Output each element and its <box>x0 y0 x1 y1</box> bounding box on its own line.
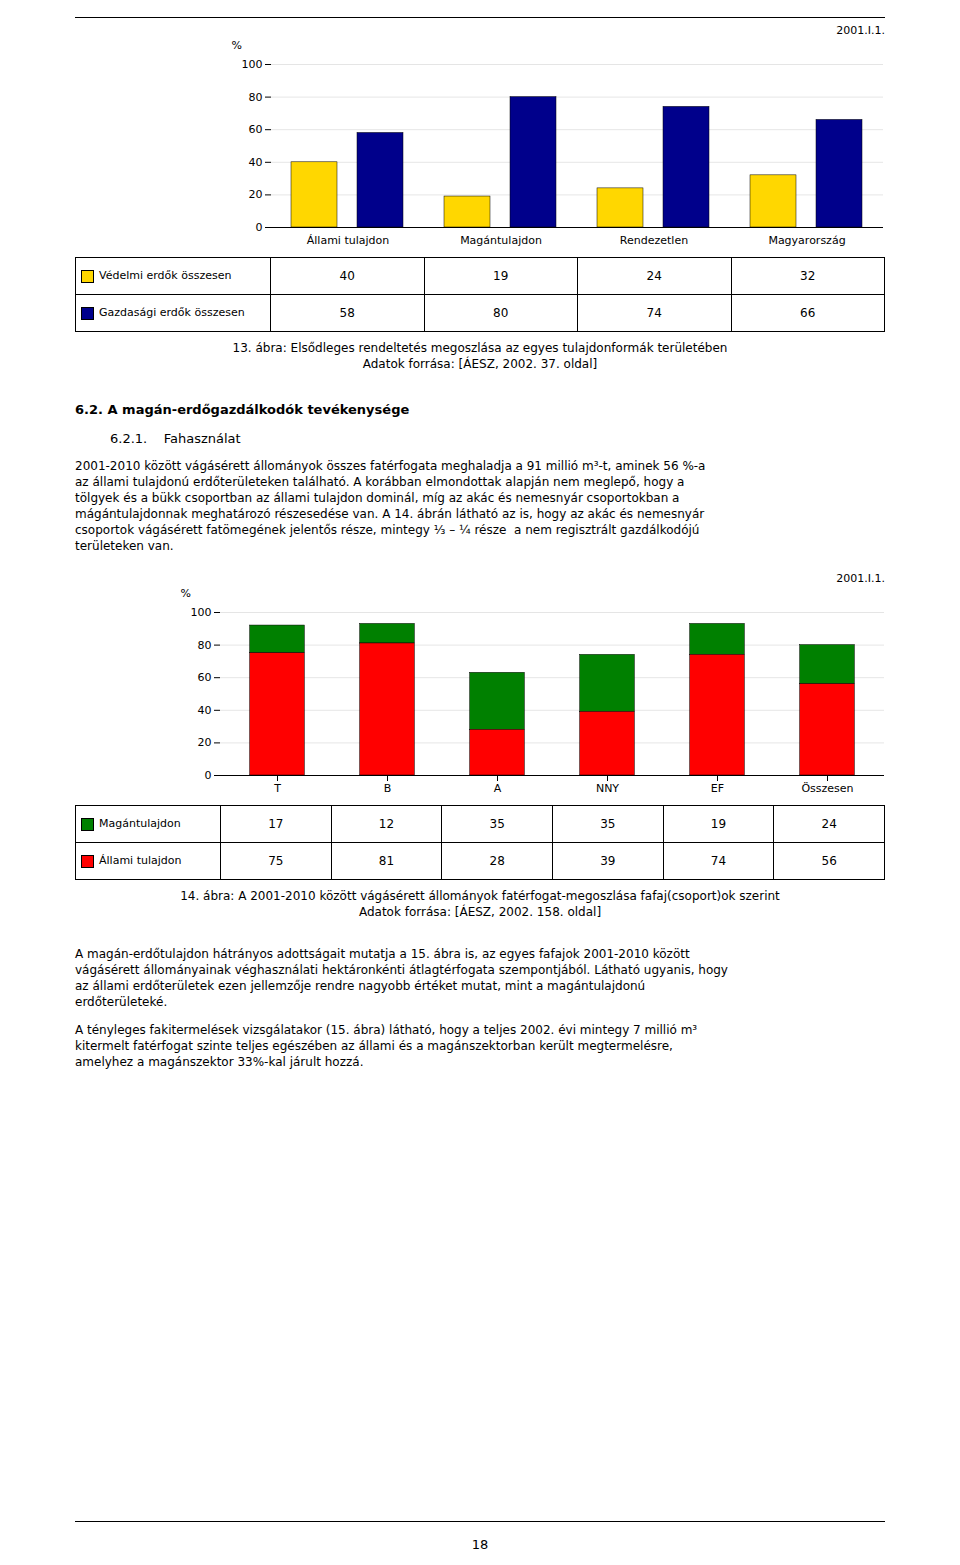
html-text:2001-2010 között vágásérett ál: 2001-2010 között vágásérett állományok ö… <box>75 459 706 473</box>
html-text:vágásérett állományainak végha: vágásérett állományainak véghasználati h… <box>75 963 728 977</box>
svg-text:60: 60 <box>198 671 212 684</box>
svg-text:Magyarország: Magyarország <box>768 234 845 247</box>
html-text:18: 18 <box>471 1537 489 1552</box>
svg-text:100: 100 <box>242 58 263 71</box>
html-text:az állami erdőterületek ezen j: az állami erdőterületek ezen jellemzője … <box>75 979 646 993</box>
html-text:területeken van.: területeken van. <box>75 539 174 553</box>
html-text:74: 74 <box>710 854 727 868</box>
html-text:A tényleges fakitermelések viz: A tényleges fakitermelések vizsgálatakor… <box>75 1023 698 1037</box>
svg-text:0: 0 <box>256 221 263 234</box>
html-text:56: 56 <box>821 854 837 868</box>
svg-text:A: A <box>494 782 502 795</box>
html-text:75: 75 <box>268 854 284 868</box>
svg-text:100: 100 <box>191 606 212 619</box>
html-text:erdőterületeké.: erdőterületeké. <box>75 995 168 1009</box>
svg-text:NNY: NNY <box>596 782 619 795</box>
html-text:39: 39 <box>600 854 616 868</box>
html-text:14. ábra: A 2001-2010 között v: 14. ábra: A 2001-2010 között vágásérett … <box>180 889 780 903</box>
html-text:az állami tulajdonú erdőterüle: az állami tulajdonú erdőterületeken talá… <box>75 475 685 489</box>
html-text:Gazdasági erdők összesen: Gazdasági erdők összesen <box>99 306 245 320</box>
html-text:csoportok vágásérett fatömegén: csoportok vágásérett fatömegének jelentő… <box>75 523 700 537</box>
svg-text:B: B <box>384 782 392 795</box>
html-text:28: 28 <box>489 854 505 868</box>
svg-text:%: % <box>232 39 242 52</box>
html-text:58: 58 <box>339 306 355 320</box>
svg-text:EF: EF <box>711 782 724 795</box>
svg-text:Összesen: Összesen <box>801 782 853 795</box>
svg-text:80: 80 <box>249 91 263 104</box>
svg-text:0: 0 <box>205 769 212 782</box>
html-text:35: 35 <box>600 817 616 831</box>
html-text:81: 81 <box>378 854 395 868</box>
html-text:19: 19 <box>710 817 727 831</box>
html-text:80: 80 <box>493 306 509 320</box>
svg-text:20: 20 <box>249 188 263 201</box>
html-text:Állami tulajdon: Állami tulajdon <box>99 854 182 868</box>
svg-text:T: T <box>273 782 281 795</box>
svg-text:Állami tulajdon: Állami tulajdon <box>307 234 389 247</box>
html-text:40: 40 <box>339 269 355 283</box>
html-text:2001.I.1.: 2001.I.1. <box>836 24 885 37</box>
svg-text:Magántulajdon: Magántulajdon <box>460 234 542 247</box>
svg-text:40: 40 <box>249 156 263 169</box>
html-text:Adatok forrása: [ÁESZ, 2002. 3: Adatok forrása: [ÁESZ, 2002. 37. oldal] <box>362 357 598 371</box>
html-text:19: 19 <box>493 269 509 283</box>
svg-text:%: % <box>181 587 191 600</box>
html-text:24: 24 <box>821 817 837 831</box>
html-text:13. ábra: Elsődleges rendeltet: 13. ábra: Elsődleges rendeltetés megoszl… <box>232 341 728 355</box>
svg-text:80: 80 <box>198 639 212 652</box>
svg-text:20: 20 <box>198 736 212 749</box>
html-text:Magántulajdon: Magántulajdon <box>99 817 181 831</box>
html-text:Védelmi erdők összesen: Védelmi erdők összesen <box>99 269 232 283</box>
html-text:17: 17 <box>268 817 284 831</box>
html-text:A magán-erdőtulajdon hátrányos: A magán-erdőtulajdon hátrányos adottsága… <box>75 947 690 961</box>
html-text:6.2. A magán-erdőgazdálkodók t: 6.2. A magán-erdőgazdálkodók tevékenység… <box>75 402 410 417</box>
html-text:mágántulajdonnak meghatározó r: mágántulajdonnak meghatározó részesedése… <box>75 507 705 521</box>
html-text:tölgyek és a bükk csoportban a: tölgyek és a bükk csoportban az állami t… <box>75 491 680 505</box>
svg-text:Rendezetlen: Rendezetlen <box>620 234 688 247</box>
html-text:66: 66 <box>800 306 816 320</box>
html-text:32: 32 <box>800 269 816 283</box>
html-text:24: 24 <box>646 269 662 283</box>
html-text:kitermelt fatérfogat szinte te: kitermelt fatérfogat szinte teljes egész… <box>75 1039 673 1053</box>
svg-text:60: 60 <box>249 123 263 136</box>
svg-text:40: 40 <box>198 704 212 717</box>
html-text:Adatok forrása: [ÁESZ, 2002. 1: Adatok forrása: [ÁESZ, 2002. 158. oldal] <box>358 905 602 919</box>
html-text:amelyhez a magánszektor 33%-ka: amelyhez a magánszektor 33%-kal járult h… <box>75 1055 364 1069</box>
html-text:12: 12 <box>378 817 395 831</box>
html-text:35: 35 <box>489 817 505 831</box>
html-text:2001.I.1.: 2001.I.1. <box>836 572 885 585</box>
html-text:74: 74 <box>646 306 662 320</box>
html-text:6.2.1. Fahasználat: 6.2.1. Fahasználat <box>110 431 241 446</box>
